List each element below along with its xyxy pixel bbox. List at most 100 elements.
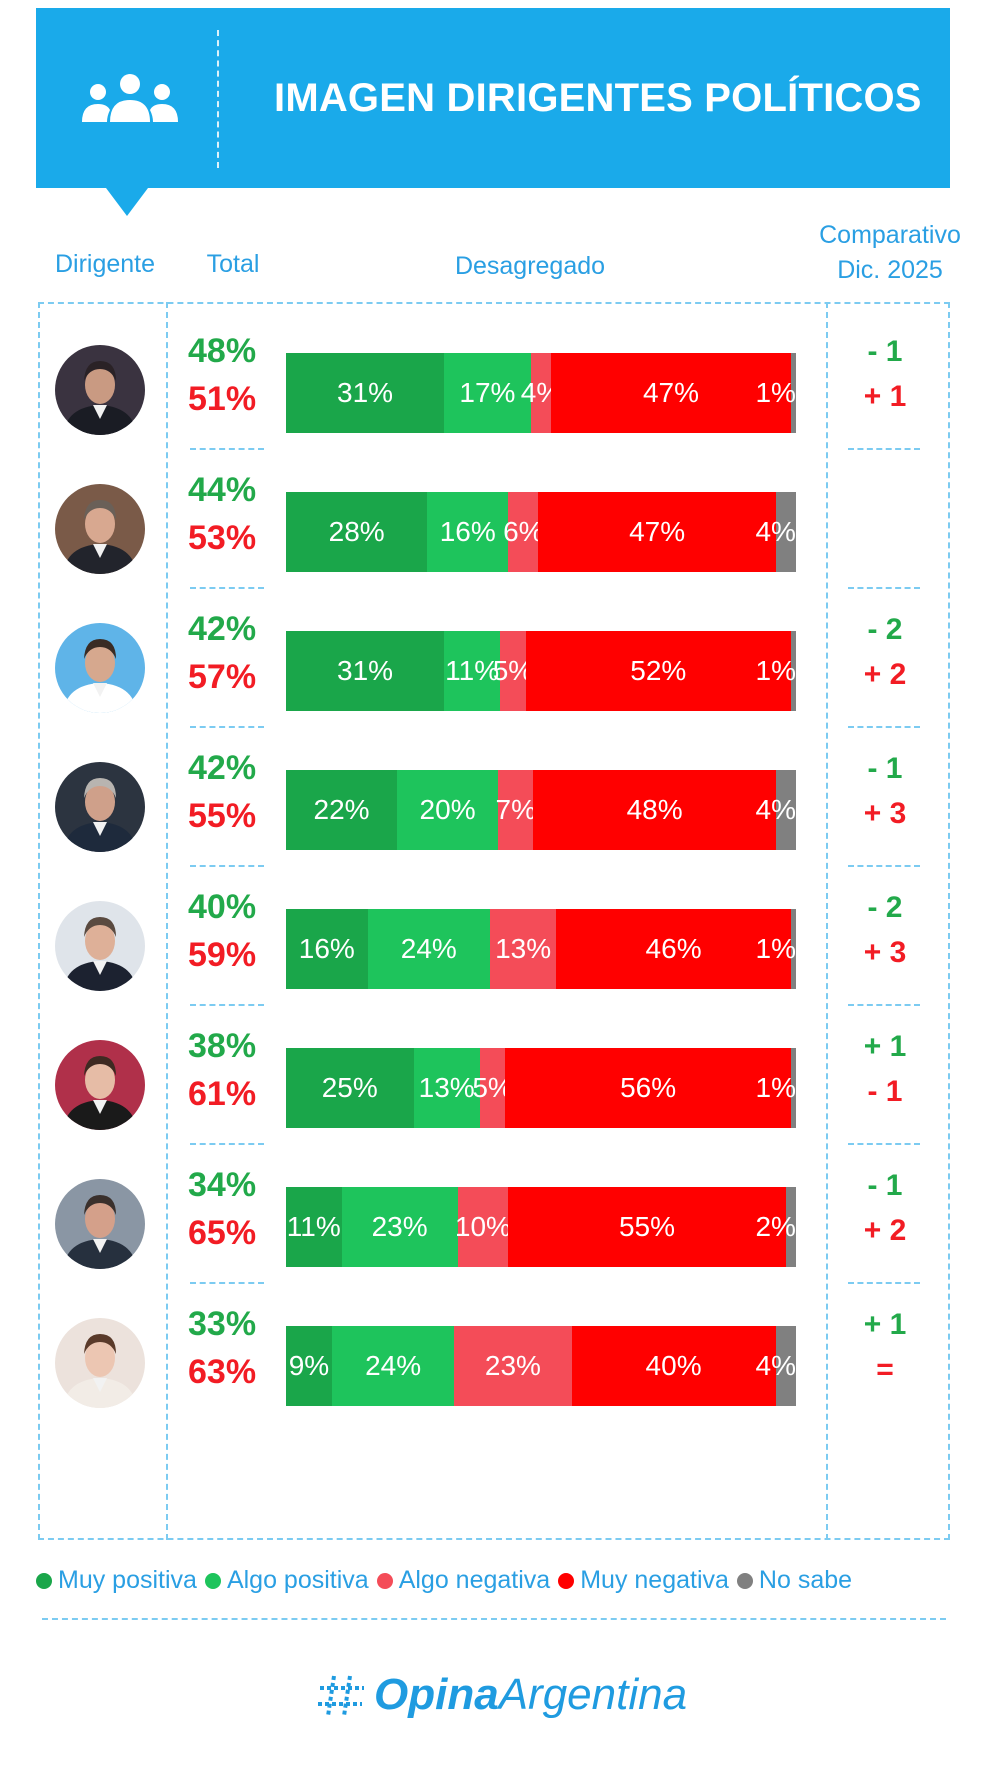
bar-segment: 24% (331, 1326, 455, 1406)
legend-label: Algo negativa (398, 1566, 551, 1594)
total-positive: 42% (188, 749, 257, 787)
total-negative: 61% (188, 1075, 257, 1113)
bar-segment: 47% (551, 353, 791, 433)
bar-segment: 40% (571, 1326, 776, 1406)
total-negative: 57% (188, 658, 257, 696)
chart-row: 42% 57% 31%11%5%52%1% - 2 + 2 (0, 576, 992, 732)
legend: Muy positiva Algo positiva Algo negativa Mu… (36, 1566, 860, 1595)
legend-label: Muy negativa (580, 1566, 729, 1594)
total-negative: 51% (188, 380, 257, 418)
total-positive: 38% (188, 1027, 257, 1065)
header-banner (36, 8, 950, 188)
page-title: IMAGEN DIRIGENTES POLÍTICOS (274, 76, 922, 120)
stacked-bar: 22% 20% 7% 48% 4% (286, 770, 796, 850)
total-negative: 55% (188, 797, 257, 835)
header-divider (217, 30, 219, 168)
avatar-photo (55, 1179, 145, 1269)
chart-row: 40% 59% 16%24%13%46%1% - 2 + 3 (0, 854, 992, 1010)
bar-segment: 24% (367, 909, 490, 989)
row-separator (190, 587, 264, 589)
hashtag-logo-icon (318, 1675, 364, 1717)
column-divider (826, 302, 828, 1540)
bar-segment: 20% (397, 770, 499, 850)
stacked-bar: 16%24%13%46%1% (286, 909, 796, 989)
comparativo-positive: - 1 (867, 1169, 903, 1202)
comparativo-positive: - 1 (867, 335, 903, 368)
stacked-bar: 9% 24% 23% 40% 4% (286, 1326, 796, 1406)
avatar-photo (55, 1318, 145, 1408)
stacked-bar: 31%11%5%52%1% (286, 631, 796, 711)
comparativo-negative: + 3 (863, 936, 907, 969)
comparativo-negative: + 2 (863, 658, 907, 691)
bar-segment: 1% (756, 1048, 796, 1128)
legend-dot-icon (376, 1573, 393, 1589)
bar-segment: 5% (472, 1048, 513, 1128)
bar-segment: 6% (503, 492, 544, 572)
legend-label: Algo positiva (226, 1566, 369, 1594)
avatar-photo (55, 1040, 145, 1130)
comparativo-positive: - 2 (867, 613, 903, 646)
bar-segment: 56% (505, 1048, 791, 1128)
bar-segment: 13% (413, 1048, 480, 1128)
bar-segment: 1% (756, 909, 796, 989)
row-separator (190, 726, 264, 728)
row-separator (190, 448, 264, 450)
comparativo-positive: + 1 (863, 1308, 907, 1341)
bar-segment: 1% (756, 631, 796, 711)
comparativo-negative: + 1 (863, 380, 907, 413)
bar-segment: 55% (508, 1187, 786, 1267)
bar-segment: 22% (286, 770, 398, 850)
brand-argentina: Argentina (498, 1670, 688, 1719)
bar-segment: 4% (756, 770, 796, 850)
avatar-photo (55, 484, 145, 574)
legend-dot-icon (736, 1573, 753, 1589)
avatar-photo (55, 623, 145, 713)
comparativo-negative: - 1 (867, 1075, 903, 1108)
comparativo-negative: = (876, 1353, 894, 1386)
bar-segment: 47% (538, 492, 776, 572)
comparativo-positive: - 2 (867, 891, 903, 924)
chart-row: 48% 51% 31%17%4%47%1% - 1 + 1 (0, 298, 992, 454)
brand-opina: Opina (374, 1670, 499, 1719)
row-separator (190, 1282, 264, 1284)
row-separator (848, 1143, 920, 1145)
total-positive: 42% (188, 610, 257, 648)
bar-segment: 52% (525, 631, 791, 711)
row-separator (848, 865, 920, 867)
avatar (55, 1318, 145, 1408)
stacked-bar: 25%13%5%56%1% (286, 1048, 796, 1128)
bar-segment: 2% (755, 1187, 796, 1267)
comparativo-negative: + 2 (863, 1214, 907, 1247)
bar-segment: 23% (341, 1187, 458, 1267)
bar-segment: 28% (286, 492, 428, 572)
bar-segment: 1% (755, 353, 796, 433)
legend-dot-icon (558, 1573, 575, 1589)
header-pointer (106, 188, 148, 216)
bar-segment: 10% (455, 1187, 511, 1267)
avatar (55, 484, 145, 574)
total-positive: 34% (188, 1166, 257, 1204)
stacked-bar: 31%17%4%47%1% (286, 353, 796, 433)
legend-dot-icon (204, 1573, 221, 1589)
bar-segment: 4% (521, 353, 561, 433)
column-header-comparativo: Comparativo Dic. 2025 (810, 218, 970, 288)
row-separator (190, 1143, 264, 1145)
bar-segment: 5% (493, 631, 533, 711)
bar-segment: 9% (286, 1326, 332, 1406)
row-separator (848, 1004, 920, 1006)
table-frame (38, 302, 950, 1540)
avatar (55, 345, 145, 435)
total-negative: 65% (188, 1214, 257, 1252)
chart-row: 38% 61% 25%13%5%56%1% + 1 - 1 (0, 993, 992, 1149)
row-separator (848, 448, 920, 450)
avatar-photo (55, 762, 145, 852)
bar-segment: 11% (286, 1187, 342, 1267)
bar-segment: 13% (489, 909, 557, 989)
total-negative: 59% (188, 936, 257, 974)
row-separator (848, 587, 920, 589)
avatar (55, 623, 145, 713)
column-divider (166, 302, 168, 1540)
chart-row: 34% 65% 11%23%10%55%2% - 1 + 2 (0, 1132, 992, 1288)
bar-segment: 48% (533, 770, 776, 850)
bar-segment: 25% (286, 1048, 414, 1128)
